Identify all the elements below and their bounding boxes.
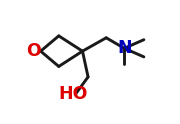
- Text: HO: HO: [58, 85, 87, 103]
- Text: O: O: [27, 42, 41, 60]
- Text: N: N: [117, 39, 132, 57]
